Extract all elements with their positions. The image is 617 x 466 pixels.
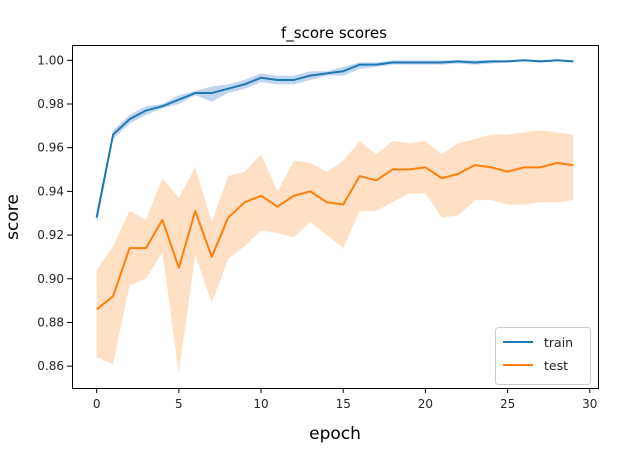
plot-area-frame — [72, 45, 599, 389]
band-test — [96, 130, 574, 373]
x-tick-label: 20 — [418, 397, 433, 411]
x-tick-label: 15 — [336, 397, 351, 411]
x-axis-label: epoch — [309, 424, 361, 444]
x-tick-label: 25 — [500, 397, 515, 411]
legend-label-test: test — [544, 358, 568, 373]
x-tick-label: 10 — [253, 397, 268, 411]
y-tick-label: 0.92 — [37, 228, 64, 242]
y-tick-label: 0.98 — [37, 97, 64, 111]
y-tick-label: 0.96 — [37, 141, 64, 155]
series-line-train — [95, 59, 574, 218]
y-axis-ticks: 0.86 0.88 0.90 0.92 0.94 0.96 0.98 1.00 — [37, 53, 72, 373]
confidence-bands — [96, 60, 574, 373]
y-axis-label: score — [3, 194, 23, 240]
x-tick-label: 0 — [93, 397, 101, 411]
series-line-test — [96, 161, 574, 311]
y-tick-label: 0.86 — [37, 359, 64, 373]
y-tick-label: 0.94 — [37, 184, 64, 198]
x-tick-label: 5 — [175, 397, 183, 411]
series-lines — [95, 59, 574, 311]
y-tick-label: 1.00 — [37, 53, 64, 67]
x-axis-ticks: 0 5 10 15 20 25 30 — [93, 388, 597, 411]
legend-label-train: train — [544, 335, 573, 350]
x-tick-label: 30 — [582, 397, 597, 411]
chart-title: f_score scores — [281, 24, 387, 43]
legend-box — [495, 327, 591, 385]
y-tick-label: 0.90 — [37, 272, 64, 286]
y-tick-label: 0.88 — [37, 315, 64, 329]
legend: train test — [495, 327, 591, 385]
